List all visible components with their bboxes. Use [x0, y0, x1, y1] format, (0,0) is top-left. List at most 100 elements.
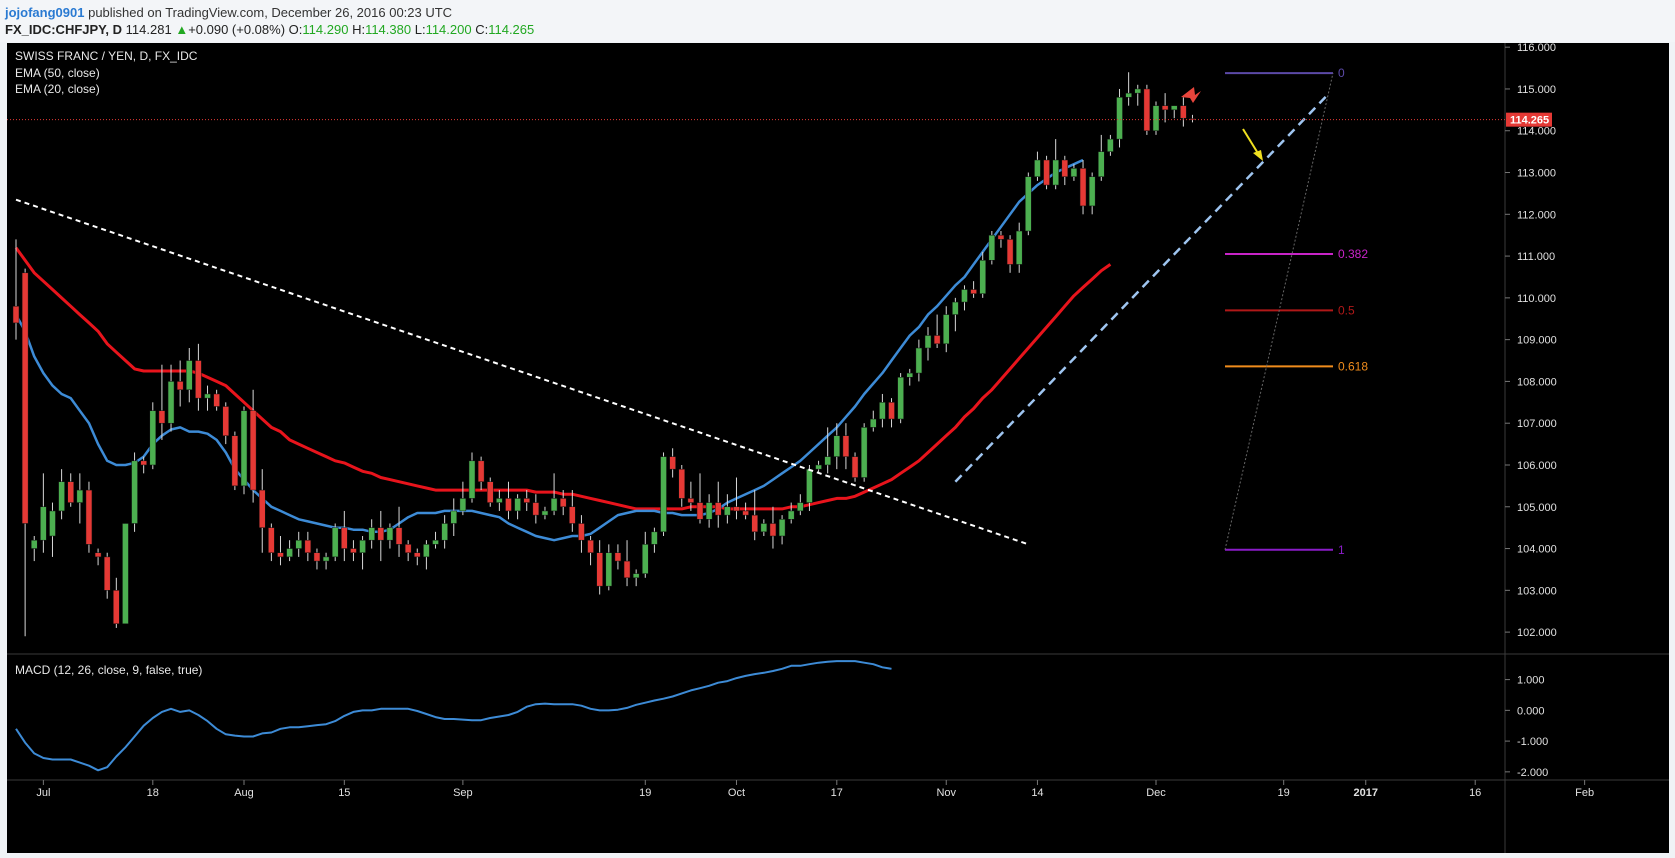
- candle[interactable]: [632, 569, 640, 587]
- candle[interactable]: [195, 343, 202, 411]
- candle[interactable]: [222, 402, 230, 445]
- candle[interactable]: [888, 398, 895, 428]
- candle[interactable]: [705, 494, 713, 528]
- candle[interactable]: [103, 552, 111, 599]
- candle[interactable]: [742, 502, 749, 520]
- candle[interactable]: [131, 452, 138, 532]
- candle[interactable]: [432, 531, 439, 549]
- candle[interactable]: [623, 540, 631, 587]
- candle[interactable]: [58, 469, 65, 520]
- candle[interactable]: [870, 410, 877, 432]
- candle[interactable]: [368, 519, 375, 549]
- candle[interactable]: [1034, 151, 1041, 181]
- candle[interactable]: [605, 544, 613, 591]
- candle[interactable]: [879, 393, 886, 428]
- candle[interactable]: [979, 251, 986, 298]
- candle[interactable]: [377, 510, 385, 562]
- candle[interactable]: [149, 402, 157, 470]
- candle[interactable]: [696, 473, 704, 524]
- candle[interactable]: [350, 540, 357, 562]
- candle[interactable]: [40, 473, 47, 553]
- candle[interactable]: [94, 548, 102, 566]
- candle[interactable]: [797, 494, 804, 516]
- candle[interactable]: [395, 506, 403, 557]
- candle[interactable]: [313, 548, 321, 570]
- candle[interactable]: [915, 339, 923, 382]
- candle[interactable]: [304, 531, 312, 562]
- candle[interactable]: [249, 389, 257, 503]
- candle[interactable]: [277, 536, 284, 566]
- candle[interactable]: [486, 477, 494, 507]
- candle[interactable]: [1098, 134, 1105, 181]
- candle[interactable]: [952, 297, 959, 332]
- candle[interactable]: [988, 231, 996, 265]
- candle[interactable]: [30, 536, 38, 562]
- candle[interactable]: [596, 540, 603, 595]
- macd-pane[interactable]: [15, 660, 892, 772]
- candle[interactable]: [21, 268, 29, 637]
- candle[interactable]: [961, 285, 968, 311]
- candle[interactable]: [569, 490, 576, 532]
- candle[interactable]: [587, 536, 594, 566]
- candle[interactable]: [240, 406, 248, 495]
- candle[interactable]: [1088, 172, 1096, 215]
- candle[interactable]: [176, 360, 184, 407]
- candle[interactable]: [286, 540, 293, 562]
- candle[interactable]: [1170, 105, 1178, 119]
- candle[interactable]: [258, 469, 266, 553]
- candle[interactable]: [550, 473, 558, 516]
- chart-frame[interactable]: 0 0.382 0.5 0.618 1 116.000 115.000 114.000 113…: [7, 42, 1669, 853]
- candle[interactable]: [714, 481, 722, 528]
- candle[interactable]: [724, 494, 731, 524]
- candle[interactable]: [140, 456, 147, 474]
- candle[interactable]: [642, 531, 649, 578]
- candle[interactable]: [906, 368, 914, 386]
- candle[interactable]: [1180, 97, 1187, 127]
- candle[interactable]: [1043, 155, 1050, 190]
- candle[interactable]: [924, 327, 932, 361]
- candle[interactable]: [450, 498, 458, 537]
- candle[interactable]: [268, 523, 275, 562]
- candle[interactable]: [860, 423, 868, 482]
- candle[interactable]: [167, 364, 175, 432]
- candle[interactable]: [341, 510, 348, 562]
- candle[interactable]: [1189, 114, 1196, 123]
- candle[interactable]: [523, 490, 530, 511]
- candle[interactable]: [532, 494, 540, 524]
- candle[interactable]: [322, 552, 330, 570]
- candle[interactable]: [1161, 93, 1169, 123]
- candle[interactable]: [423, 540, 430, 570]
- candle[interactable]: [1152, 101, 1160, 135]
- candle[interactable]: [12, 239, 20, 340]
- candle[interactable]: [769, 506, 777, 549]
- price-chart[interactable]: 0 0.382 0.5 0.618 1 116.000 115.000 114.000 113…: [7, 42, 1669, 853]
- candle[interactable]: [186, 348, 193, 403]
- candle[interactable]: [1134, 84, 1142, 106]
- candle[interactable]: [49, 502, 56, 557]
- candle[interactable]: [441, 515, 448, 549]
- candle[interactable]: [85, 481, 93, 553]
- candle[interactable]: [158, 364, 166, 440]
- candle[interactable]: [897, 373, 904, 424]
- candle[interactable]: [468, 452, 476, 503]
- candle[interactable]: [295, 531, 302, 557]
- author-link[interactable]: jojofang0901: [5, 5, 85, 20]
- price-pane[interactable]: 0 0.382 0.5 0.618 1: [7, 66, 1505, 637]
- candle[interactable]: [678, 464, 686, 507]
- candle[interactable]: [1079, 159, 1087, 215]
- candle[interactable]: [842, 423, 850, 470]
- candle[interactable]: [824, 427, 831, 474]
- candle[interactable]: [651, 527, 658, 553]
- candle[interactable]: [933, 314, 941, 348]
- candle[interactable]: [1070, 164, 1078, 181]
- candle[interactable]: [1061, 155, 1069, 186]
- candle[interactable]: [113, 577, 120, 628]
- candle[interactable]: [477, 456, 485, 491]
- candle[interactable]: [733, 477, 740, 520]
- candle[interactable]: [997, 231, 1005, 248]
- uptrend-line[interactable]: [954, 92, 1331, 483]
- candle[interactable]: [942, 306, 950, 353]
- candle[interactable]: [67, 473, 74, 507]
- candle[interactable]: [1025, 172, 1032, 236]
- candle[interactable]: [404, 540, 412, 562]
